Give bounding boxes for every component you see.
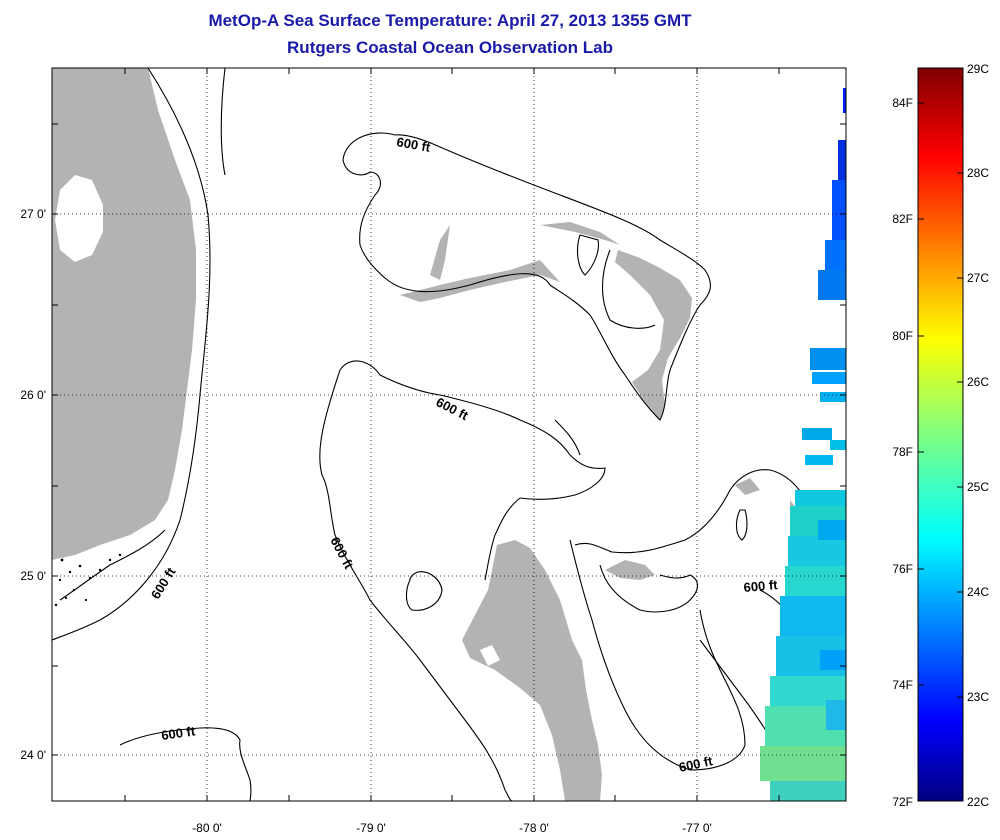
exuma-shoal [735, 478, 760, 495]
fahrenheit-label: 78F [892, 445, 913, 459]
colorbar-scale [917, 67, 964, 802]
lon-label: -77 0' [682, 821, 712, 835]
grand-bahama-west-shoal [430, 225, 450, 280]
colorbar-c-labels: 29C 28C 27C 26C 25C 24C 23C 22C [967, 62, 989, 809]
map-title: MetOp-A Sea Surface Temperature: April 2… [208, 11, 692, 30]
lake-okeechobee [55, 175, 103, 262]
lat-labels: 27 0' 26 0' 25 0' 24 0' [20, 207, 46, 762]
colorbar-ticks [918, 102, 963, 698]
lat-label: 27 0' [20, 207, 46, 221]
contour-label-south: 600 ft [160, 723, 196, 743]
celsius-label: 26C [967, 375, 989, 389]
colorbar-f-labels: 84F 82F 80F 78F 76F 74F 72F [892, 96, 913, 809]
fahrenheit-label: 82F [892, 212, 913, 226]
grand-bahama-north-shoal [540, 222, 620, 245]
fahrenheit-label: 84F [892, 96, 913, 110]
map-frame [51, 67, 847, 802]
fahrenheit-label: 80F [892, 329, 913, 343]
graticule [52, 68, 846, 801]
axis-ticks [52, 68, 846, 801]
celsius-label: 27C [967, 271, 989, 285]
lon-label: -80 0' [192, 821, 222, 835]
contour-label-grand-bahama: 600 ft [395, 134, 432, 155]
lon-label: -79 0' [356, 821, 386, 835]
abaco-island [615, 250, 692, 420]
sst-swath [760, 88, 846, 801]
contour-label-southeast: 600 ft [678, 753, 715, 775]
grand-bahama-island [400, 260, 560, 302]
lat-label: 24 0' [20, 748, 46, 762]
fahrenheit-label: 76F [892, 562, 913, 576]
lon-label: -78 0' [519, 821, 549, 835]
fahrenheit-label: 74F [892, 678, 913, 692]
eleuthera-shoal [605, 560, 655, 580]
celsius-label: 22C [967, 795, 989, 809]
fahrenheit-label: 72F [892, 795, 913, 809]
celsius-label: 23C [967, 690, 989, 704]
lat-label: 26 0' [20, 388, 46, 402]
lat-label: 25 0' [20, 569, 46, 583]
map-subtitle: Rutgers Coastal Ocean Observation Lab [287, 38, 613, 57]
celsius-label: 29C [967, 62, 989, 76]
lon-labels: -80 0' -79 0' -78 0' -77 0' [192, 821, 712, 835]
contour-label-east: 600 ft [743, 577, 779, 595]
andros-lake [480, 645, 500, 666]
celsius-label: 25C [967, 480, 989, 494]
celsius-label: 28C [967, 166, 989, 180]
celsius-label: 24C [967, 585, 989, 599]
andros-island [462, 540, 602, 801]
